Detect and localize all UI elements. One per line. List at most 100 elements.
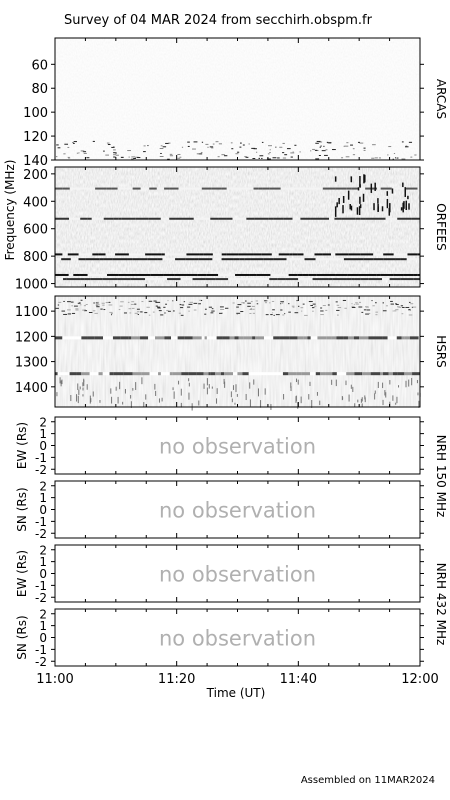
spectrogram-speckle: [192, 148, 196, 150]
burst-mark: [373, 203, 375, 211]
spectrogram-band: [304, 258, 316, 261]
spectrogram-streak: [345, 380, 347, 386]
panel-frame: [54, 295, 421, 408]
spectrogram-band: [188, 372, 197, 376]
spectrogram-band: [99, 258, 104, 261]
spectrogram-streak: [260, 400, 262, 408]
spectrogram-speckle: [382, 310, 387, 312]
spectrogram-band: [234, 336, 239, 340]
spectrogram-speckle: [318, 141, 323, 143]
y-tick-label: 60: [31, 58, 48, 73]
panel-4: 210-1-2 EW (Rs) no observation: [15, 415, 424, 477]
spectrogram-speckle: [269, 149, 271, 151]
spectrogram-speckle: [371, 300, 373, 302]
spectrogram-band: [273, 336, 280, 340]
spectrogram-speckle: [325, 149, 328, 151]
nrh-150-label: NRH 150 MHz: [434, 435, 448, 518]
spectrogram-speckle: [282, 157, 287, 159]
burst-mark: [334, 206, 337, 217]
spectrogram-speckle: [394, 157, 397, 159]
spectrogram-speckle: [405, 306, 410, 308]
spectrogram-speckle: [400, 305, 404, 307]
spectrogram-speckle: [312, 310, 314, 312]
spectrogram-streak: [216, 398, 218, 404]
spectrogram-speckle: [169, 155, 174, 157]
spectrogram-speckle: [241, 302, 244, 304]
y-tick-label: 1100: [15, 305, 48, 320]
spectrogram-speckle: [141, 301, 144, 303]
spectrogram-speckle: [93, 302, 95, 304]
spectrogram-band: [237, 372, 243, 376]
spectrogram-streak: [130, 395, 132, 399]
spectrogram-speckle: [290, 152, 295, 154]
no-observation-text: no observation: [159, 435, 316, 459]
y-tick-label: 1200: [15, 330, 48, 345]
spectrogram-band: [351, 187, 359, 190]
spectrogram-speckle: [187, 306, 191, 308]
spectrogram-band: [55, 217, 70, 220]
spectrogram-speckle: [365, 313, 370, 315]
spectrogram-band: [117, 187, 127, 190]
spectrogram-band: [111, 187, 118, 190]
spectrogram-speckle: [118, 309, 121, 311]
spectrogram-speckle: [67, 313, 72, 315]
spectrogram-band: [63, 278, 67, 281]
spectrogram-band: [81, 336, 88, 340]
panel-frame: [54, 544, 421, 603]
spectrogram-band: [169, 217, 176, 220]
nrh-y-axis-label: SN (Rs): [15, 615, 29, 659]
spectrogram-speckle: [411, 306, 414, 308]
spectrogram-speckle: [363, 147, 366, 149]
spectrogram-speckle: [211, 308, 214, 310]
spectrogram-speckle: [252, 158, 256, 160]
spectrogram-band: [310, 336, 318, 340]
spectrogram-speckle: [316, 140, 321, 142]
spectrogram-streak: [374, 393, 376, 400]
spectrogram-band: [351, 278, 355, 281]
burst-mark: [408, 203, 410, 210]
spectrogram-speckle: [64, 143, 69, 145]
spectrogram-band: [262, 187, 270, 190]
spectrogram-streak: [111, 396, 113, 404]
spectrogram-streak: [335, 379, 337, 387]
spectrogram-speckle: [240, 311, 244, 313]
spectrogram-band: [401, 336, 405, 340]
spectrogram-band: [112, 258, 128, 261]
spectrogram-speckle: [80, 150, 85, 152]
spectrogram-speckle: [375, 314, 378, 316]
spectrogram-band: [109, 372, 114, 376]
spectrogram-speckle: [310, 150, 312, 152]
spectrogram-band: [161, 253, 165, 256]
spectrogram-band: [329, 258, 339, 261]
spectrogram-speckle: [177, 153, 181, 155]
spectrogram-band: [55, 253, 63, 256]
y-tick-label: 2: [39, 415, 47, 429]
spectrogram-band: [326, 336, 332, 340]
spectrogram-speckle: [288, 311, 291, 313]
spectrogram-band: [85, 187, 96, 190]
spectrogram-speckle: [158, 310, 162, 312]
spectrogram-speckle: [282, 314, 285, 316]
spectrogram-streak: [188, 392, 190, 400]
spectrogram-band: [360, 253, 374, 256]
spectrogram-speckle: [129, 312, 132, 314]
spectrogram-speckle: [392, 310, 394, 312]
y-tick-label: 1: [39, 619, 47, 633]
spectrogram-band: [62, 253, 68, 256]
spectrogram-speckle: [385, 305, 388, 307]
burst-mark: [404, 187, 406, 197]
spectrogram-band: [76, 372, 82, 376]
burst-mark: [374, 182, 376, 191]
spectrogram-band: [404, 187, 418, 190]
y-tick-label: -1: [35, 515, 47, 529]
spectrogram-speckle: [284, 154, 288, 156]
spectrogram-band: [308, 253, 315, 256]
spectrogram-streak: [350, 384, 352, 389]
spectrogram-speckle: [402, 306, 405, 308]
spectrogram-speckle: [315, 142, 319, 144]
spectrogram-band: [254, 217, 269, 220]
spectrogram-band: [150, 273, 164, 276]
spectrogram-speckle: [272, 309, 275, 311]
spectrogram-streak: [249, 399, 251, 407]
spectrogram-band: [55, 273, 69, 276]
